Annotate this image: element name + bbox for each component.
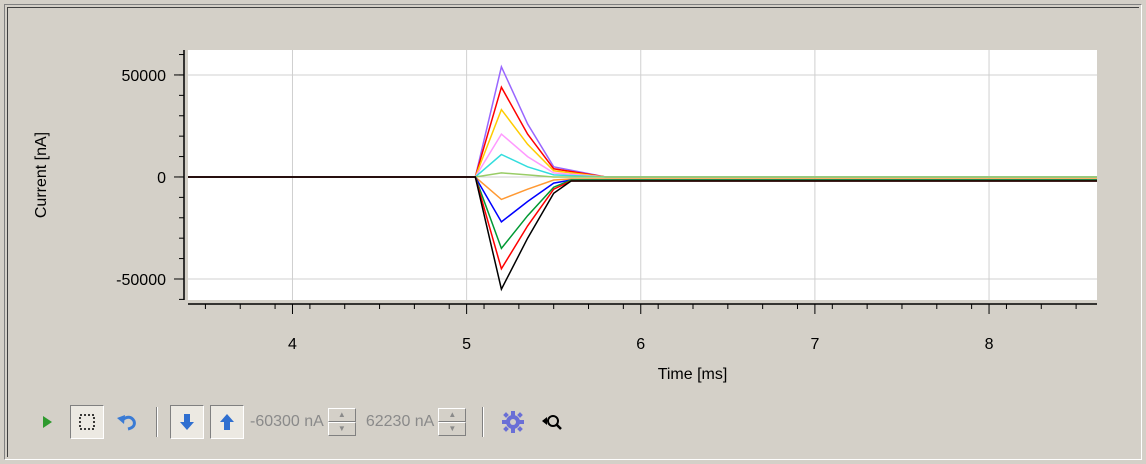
x-axis-label: Time [ms] [658, 366, 728, 383]
max-value-spinner[interactable]: ▲ ▼ [438, 408, 467, 436]
chart-panel-inner [7, 7, 1139, 457]
arrow-up-icon [220, 414, 234, 430]
y-tick-label: 50000 [122, 68, 167, 85]
undo-icon [117, 415, 136, 431]
selection-icon [79, 414, 95, 430]
scale-up-button[interactable] [210, 405, 244, 439]
zoom-button[interactable] [536, 405, 570, 439]
y-tick-label: -50000 [116, 272, 166, 289]
spinner-up-icon[interactable]: ▲ [438, 408, 467, 422]
series-line [188, 176, 1097, 292]
spinner-up-icon[interactable]: ▲ [327, 408, 356, 422]
min-value-field[interactable]: -60300 nA [250, 413, 324, 430]
y-tick-label: 0 [157, 170, 166, 187]
arrow-down-icon [180, 414, 194, 430]
zoom-icon [542, 415, 563, 430]
gear-icon [502, 411, 525, 433]
chart-toolbar: -60300 nA ▲ ▼ 62230 nA ▲ ▼ [30, 402, 830, 442]
min-value-spinner[interactable]: ▲ ▼ [327, 408, 356, 436]
selection-button[interactable] [70, 405, 104, 439]
spinner-down-icon[interactable]: ▼ [327, 422, 356, 436]
x-tick-label: 8 [985, 336, 994, 353]
x-tick-label: 4 [288, 336, 297, 353]
y-axis-label: Current [nA] [33, 132, 50, 218]
chart-svg: 4 5 6 7 8 50000 0 -50000 Time [ms] Current [nA] [33, 50, 1097, 383]
spinner-down-icon[interactable]: ▼ [438, 422, 467, 436]
settings-button[interactable] [496, 405, 530, 439]
scale-down-button[interactable] [170, 405, 204, 439]
x-tick-label: 7 [810, 336, 819, 353]
toolbar-separator [482, 407, 485, 437]
play-button[interactable] [30, 405, 64, 439]
x-tick-label: 6 [636, 336, 645, 353]
play-icon [43, 416, 52, 428]
x-tick-label: 5 [462, 336, 471, 353]
max-value-field[interactable]: 62230 nA [365, 413, 435, 430]
toolbar-separator [156, 407, 158, 437]
undo-button[interactable] [110, 405, 144, 439]
plot-area[interactable] [188, 50, 1097, 300]
